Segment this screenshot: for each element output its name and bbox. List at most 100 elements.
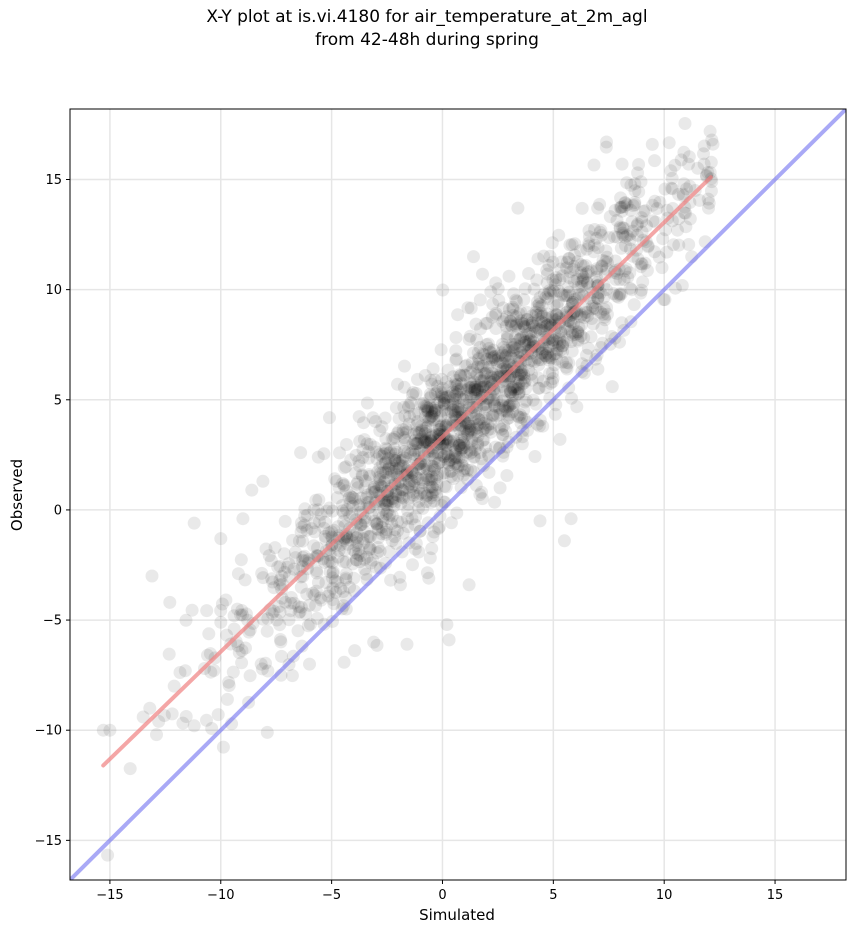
scatter-point bbox=[278, 514, 292, 528]
scatter-point bbox=[514, 305, 527, 319]
scatter-point bbox=[449, 344, 463, 358]
scatter-point bbox=[542, 284, 556, 298]
scatter-point bbox=[660, 245, 674, 259]
scatter-point bbox=[440, 447, 454, 461]
scatter-point bbox=[282, 613, 296, 627]
scatter-point bbox=[236, 608, 249, 622]
scatter-point bbox=[382, 470, 396, 484]
scatter-point bbox=[318, 529, 332, 543]
scatter-point bbox=[420, 434, 434, 448]
scatter-point bbox=[464, 446, 477, 460]
scatter-point bbox=[302, 598, 316, 612]
scatter-point bbox=[553, 332, 567, 346]
scatter-point bbox=[500, 327, 514, 341]
scatter-point bbox=[389, 487, 403, 501]
scatter-point bbox=[450, 352, 463, 366]
scatter-point bbox=[506, 405, 519, 419]
scatter-point bbox=[460, 427, 474, 441]
scatter-point bbox=[437, 450, 451, 463]
scatter-point bbox=[665, 171, 679, 185]
scatter-point bbox=[547, 298, 561, 312]
scatter-point bbox=[473, 488, 487, 502]
scatter-point bbox=[474, 322, 487, 336]
scatter-point bbox=[388, 453, 402, 467]
scatter-point bbox=[464, 390, 478, 404]
scatter-point bbox=[527, 282, 541, 296]
scatter-point bbox=[439, 375, 453, 389]
scatter-point bbox=[438, 391, 452, 405]
scatter-point bbox=[416, 436, 430, 450]
chart-title: X-Y plot at is.vi.4180 for air_temperatu… bbox=[206, 7, 648, 27]
scatter-point bbox=[648, 245, 662, 259]
scatter-point bbox=[631, 217, 645, 231]
scatter-point bbox=[391, 456, 405, 470]
scatter-point bbox=[410, 418, 424, 432]
scatter-point bbox=[532, 358, 546, 372]
scatter-point bbox=[340, 503, 354, 517]
scatter-point bbox=[580, 242, 594, 256]
scatter-point bbox=[546, 333, 559, 347]
scatter-point bbox=[508, 337, 522, 351]
scatter-point bbox=[455, 454, 469, 468]
scatter-point bbox=[375, 420, 389, 434]
scatter-point bbox=[619, 239, 632, 253]
scatter-point bbox=[407, 427, 421, 441]
scatter-point bbox=[510, 295, 524, 308]
scatter-point bbox=[513, 385, 527, 399]
scatter-point bbox=[362, 541, 376, 555]
scatter-point bbox=[379, 456, 393, 470]
scatter-point bbox=[572, 287, 586, 301]
scatter-point bbox=[336, 585, 350, 598]
scatter-point bbox=[292, 534, 306, 548]
scatter-point bbox=[637, 204, 650, 218]
scatter-point bbox=[581, 309, 595, 323]
scatter-point bbox=[471, 382, 485, 396]
scatter-point bbox=[482, 341, 496, 355]
scatter-point bbox=[702, 196, 716, 210]
scatter-point bbox=[446, 403, 460, 417]
scatter-point bbox=[562, 252, 576, 266]
scatter-point bbox=[455, 458, 469, 472]
scatter-point bbox=[319, 532, 333, 546]
scatter-point bbox=[380, 523, 394, 537]
scatter-point bbox=[504, 351, 518, 364]
scatter-point bbox=[513, 339, 527, 353]
scatter-point bbox=[425, 480, 439, 494]
scatter-point bbox=[295, 639, 309, 653]
scatter-point bbox=[577, 311, 591, 324]
scatter-point bbox=[531, 371, 545, 385]
scatter-point bbox=[468, 375, 481, 389]
scatter-point bbox=[381, 452, 395, 465]
scatter-point bbox=[339, 602, 353, 616]
scatter-point bbox=[680, 182, 693, 196]
scatter-point bbox=[484, 346, 498, 360]
scatter-point bbox=[472, 417, 486, 431]
scatter-point bbox=[375, 449, 389, 463]
scatter-point bbox=[425, 404, 439, 418]
scatter-point bbox=[527, 355, 541, 369]
scatter-point bbox=[496, 428, 510, 442]
scatter-point bbox=[479, 440, 493, 454]
scatter-point bbox=[418, 369, 432, 382]
scatter-point bbox=[431, 379, 445, 393]
scatter-point bbox=[382, 461, 396, 475]
scatter-point bbox=[635, 211, 649, 225]
scatter-point bbox=[473, 378, 487, 392]
scatter-point bbox=[231, 639, 245, 653]
scatter-point bbox=[287, 596, 301, 610]
scatter-point bbox=[375, 527, 389, 541]
scatter-point bbox=[352, 543, 366, 557]
scatter-point bbox=[388, 530, 402, 544]
scatter-point bbox=[552, 228, 566, 242]
scatter-point bbox=[575, 201, 589, 215]
plot-frame bbox=[69, 108, 847, 881]
scatter-point bbox=[310, 549, 324, 562]
scatter-point bbox=[239, 607, 253, 621]
scatter-point bbox=[618, 230, 632, 244]
scatter-point bbox=[385, 517, 399, 531]
scatter-point bbox=[441, 456, 455, 470]
scatter-point bbox=[404, 447, 417, 461]
scatter-point bbox=[381, 505, 395, 518]
scatter-point bbox=[438, 466, 452, 480]
scatter-point bbox=[514, 331, 527, 345]
